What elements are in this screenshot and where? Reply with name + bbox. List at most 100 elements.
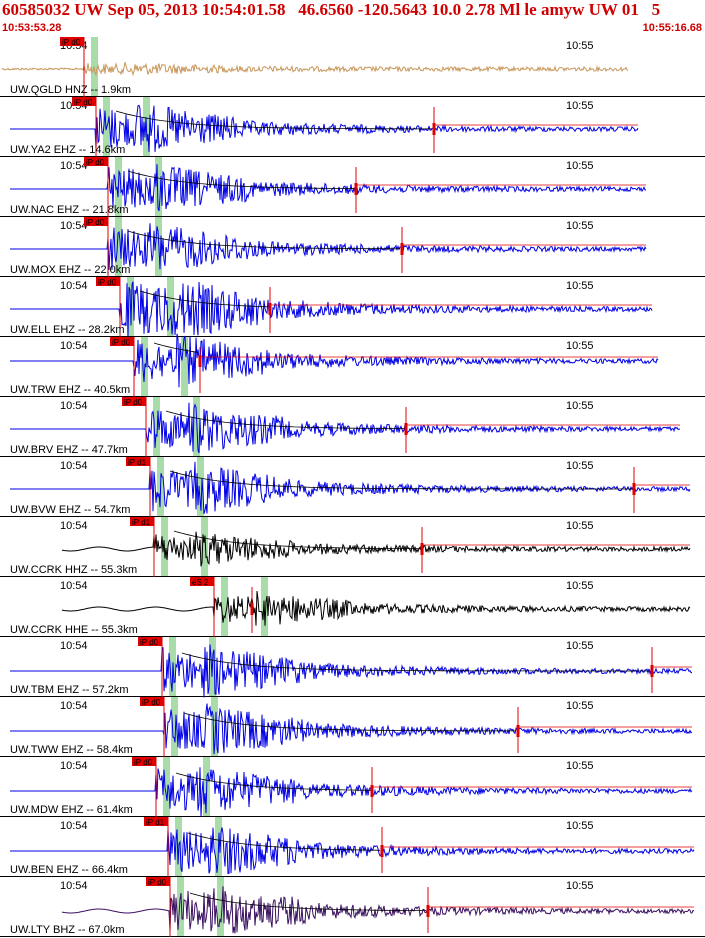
trace-row: 10:54 10:55 iP d0 UW.TWW EHZ -- 58.4km	[0, 697, 705, 757]
station-label: UW.MDW EHZ -- 61.4km	[10, 804, 133, 816]
pick-flag	[84, 217, 108, 226]
time-tick-label: 10:55	[566, 340, 594, 352]
s-pick-mark	[632, 483, 636, 495]
time-tick-label: 10:54	[60, 640, 88, 652]
time-tick-label: 10:55	[566, 640, 594, 652]
pick-flag	[144, 817, 168, 826]
waveform-trace	[10, 644, 692, 698]
pick-flag	[126, 457, 150, 466]
phase-band	[163, 757, 170, 817]
time-tick-label: 10:55	[566, 40, 594, 52]
pick-label: iP d0	[62, 38, 81, 47]
waveform-trace	[10, 281, 653, 337]
time-tick-label: 10:55	[566, 400, 594, 412]
s-pick-mark	[432, 123, 436, 135]
waveform-trace	[10, 164, 647, 212]
time-tick-label: 10:54	[60, 520, 88, 532]
time-tick-label: 10:54	[60, 700, 88, 712]
station-label: UW.ELL EHZ -- 28.2km	[10, 324, 125, 336]
trace-row: 10:54 10:55 iP d0 UW.TRW EHZ -- 40.5km	[0, 333, 705, 397]
station-label: UW.CCRK HHZ -- 55.3km	[10, 564, 137, 576]
record-header: 60585032 UW Sep 05, 2013 10:54:01.58 46.…	[0, 0, 705, 37]
s-pick-mark	[370, 785, 374, 797]
phase-band	[177, 877, 184, 937]
station-label: UW.QGLD HNZ -- 1.9km	[10, 84, 131, 96]
time-tick-label: 10:55	[566, 820, 594, 832]
time-tick-label: 10:54	[60, 460, 88, 472]
time-tick-label: 10:54	[60, 760, 88, 772]
waveform-trace	[10, 827, 695, 875]
pick-label: iP d0	[86, 218, 105, 227]
coda-envelope	[175, 772, 372, 791]
waveform-trace	[10, 223, 647, 270]
phase-band	[171, 697, 178, 757]
event-title: 60585032 UW Sep 05, 2013 10:54:01.58 46.…	[2, 0, 661, 19]
s-pick-mark	[198, 355, 202, 367]
pick-flag	[110, 337, 134, 346]
s-pick-mark	[650, 665, 654, 677]
time-tick-label: 10:54	[60, 880, 88, 892]
s-pick-mark	[420, 543, 424, 555]
time-tick-label: 10:55	[566, 100, 594, 112]
coda-envelope	[153, 342, 199, 353]
pick-flag	[132, 757, 156, 766]
time-tick-label: 10:55	[566, 280, 594, 292]
coda-envelope	[181, 652, 650, 672]
station-label: UW.MOX EHZ -- 22.0km	[10, 264, 130, 276]
s-pick-mark	[400, 243, 404, 255]
trace-row: 10:54 10:55 iP d0 UW.BRV EHZ -- 47.7km	[0, 397, 705, 457]
station-label: UW.BEN EHZ -- 66.4km	[10, 864, 128, 876]
pick-flag	[96, 277, 120, 286]
time-tick-label: 10:55	[566, 760, 594, 772]
phase-band	[167, 277, 174, 337]
s-pick-mark	[426, 905, 430, 917]
trace-row: 10:54 10:55 iP d0 UW.TBM EHZ -- 57.2km	[0, 637, 705, 698]
coda-envelope	[127, 230, 400, 250]
pick-label: iP d0	[112, 338, 131, 347]
time-tick-label: 10:54	[60, 820, 88, 832]
waveform-trace	[1, 62, 629, 77]
s-pick-mark	[268, 303, 272, 315]
pick-flag	[190, 577, 214, 586]
phase-band	[181, 337, 188, 397]
trace-row: 10:54 10:55 iP d1 UW.BEN EHZ -- 66.4km	[0, 817, 705, 877]
coda-envelope	[169, 470, 634, 490]
s-pick-mark	[516, 725, 520, 737]
waveform-trace	[10, 104, 639, 152]
trace-row: 10:54 10:55 iP d0 UW.NAC EHZ -- 21.8km	[0, 157, 705, 217]
time-tick-label: 10:54	[60, 580, 88, 592]
station-label: UW.LTY BHZ -- 67.0km	[10, 924, 125, 936]
station-label: UW.BVW EHZ -- 54.7km	[10, 504, 130, 516]
pick-label: iP d0	[148, 878, 167, 887]
waveform-trace	[10, 333, 659, 388]
coda-envelope	[187, 832, 381, 851]
phase-band	[201, 517, 208, 577]
trace-row: 10:54 10:55 iP d1 UW.CCRK HHZ -- 55.3km	[0, 517, 705, 577]
phase-band	[217, 877, 224, 937]
time-tick-label: 10:55	[566, 220, 594, 232]
pick-label: iP d1	[132, 518, 151, 527]
coda-envelope	[115, 110, 432, 130]
time-tick-label: 10:55	[566, 520, 594, 532]
pick-flag	[146, 877, 170, 886]
time-tick-label: 10:54	[60, 340, 88, 352]
s-pick-mark	[404, 423, 408, 435]
coda-envelope	[139, 290, 269, 308]
pick-label: iP d0	[140, 638, 159, 647]
pick-flag	[84, 157, 108, 166]
pick-flag	[138, 637, 162, 646]
coda-envelope	[189, 892, 426, 911]
waveform-trace	[10, 767, 693, 817]
pick-flag	[130, 517, 154, 526]
s-pick-mark	[250, 603, 254, 615]
pick-label: iP d0	[98, 278, 117, 287]
waveform-trace	[10, 402, 681, 454]
time-tick-label: 10:55	[566, 160, 594, 172]
phase-band	[115, 217, 122, 277]
pick-flag	[122, 397, 146, 406]
trace-row: 10:54 10:55 iP d1 UW.BVW EHZ -- 54.7km	[0, 457, 705, 517]
pick-flag	[72, 97, 96, 106]
time-tick-label: 10:54	[60, 400, 88, 412]
